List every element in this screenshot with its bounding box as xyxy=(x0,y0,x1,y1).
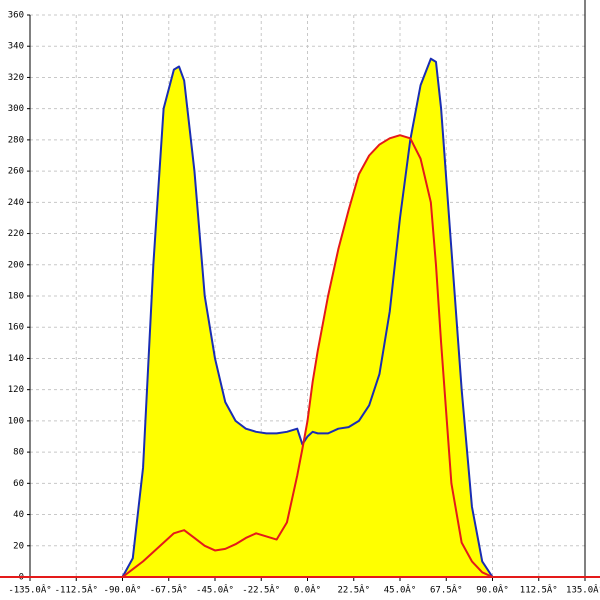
y-tick-label: 220 xyxy=(8,229,24,239)
x-tick-label: -135.0Â° xyxy=(8,584,51,596)
x-tick-label: 67.5Â° xyxy=(430,584,463,596)
x-tick-label: 112.5Â° xyxy=(520,584,558,596)
x-tick-label: -22.5Â° xyxy=(242,584,280,596)
y-tick-label: 260 xyxy=(8,167,24,177)
y-tick-label: 40 xyxy=(13,510,24,520)
x-tick-label: 90.0Â° xyxy=(476,584,509,596)
x-tick-label: -45.0Â° xyxy=(196,584,234,596)
x-tick-label: -112.5Â° xyxy=(55,584,98,596)
area-fill xyxy=(122,135,493,577)
x-tick-label: 0.0Â° xyxy=(294,584,321,596)
y-tick-label: 320 xyxy=(8,73,24,83)
y-tick-label: 100 xyxy=(8,416,24,426)
y-tick-label: 200 xyxy=(8,260,24,270)
x-tick-label: 22.5Â° xyxy=(337,584,370,596)
y-tick-label: 140 xyxy=(8,354,24,364)
x-tick-label: 45.0Â° xyxy=(384,584,417,596)
y-tick-label: 80 xyxy=(13,448,24,458)
y-tick-label: 360 xyxy=(8,11,24,21)
y-tick-label: 60 xyxy=(13,479,24,489)
series-line xyxy=(121,57,494,578)
y-tick-label: 160 xyxy=(8,323,24,333)
y-tick-label: 300 xyxy=(8,104,24,114)
y-tick-label: 180 xyxy=(8,292,24,302)
y-tick-label: 20 xyxy=(13,541,24,551)
x-tick-label: -67.5Â° xyxy=(150,584,188,596)
x-tick-label: 135.0Â° xyxy=(566,584,600,596)
y-tick-label: 120 xyxy=(8,385,24,395)
y-tick-label: 340 xyxy=(8,42,24,52)
y-tick-label: 280 xyxy=(8,135,24,145)
x-tick-label: -90.0Â° xyxy=(104,584,142,596)
series-line xyxy=(121,134,493,578)
y-tick-label: 240 xyxy=(8,198,24,208)
